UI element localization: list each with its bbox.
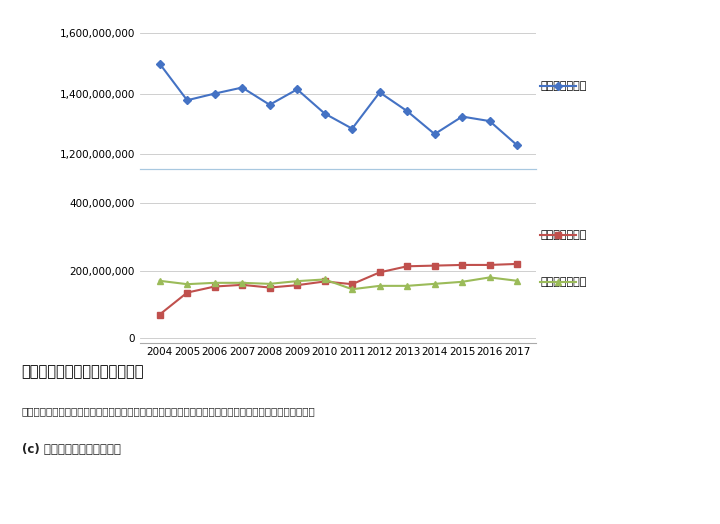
- Text: 韓国観客動員数: 韓国観客動員数: [541, 231, 587, 241]
- Text: 米国観客動員数: 米国観客動員数: [541, 81, 587, 91]
- Text: 一般社団法人日本映画製作者連盟、アメリカ映画協会、韓国映画振興委員会のデータを元に編集部が作成: 一般社団法人日本映画製作者連盟、アメリカ映画協会、韓国映画振興委員会のデータを元…: [22, 406, 315, 416]
- Text: 日本観客動員数: 日本観客動員数: [541, 277, 587, 287]
- Text: 日米韓の映画観客動員数の推移: 日米韓の映画観客動員数の推移: [22, 364, 144, 379]
- Text: (c) ニューズウィーク日本版: (c) ニューズウィーク日本版: [22, 443, 120, 456]
